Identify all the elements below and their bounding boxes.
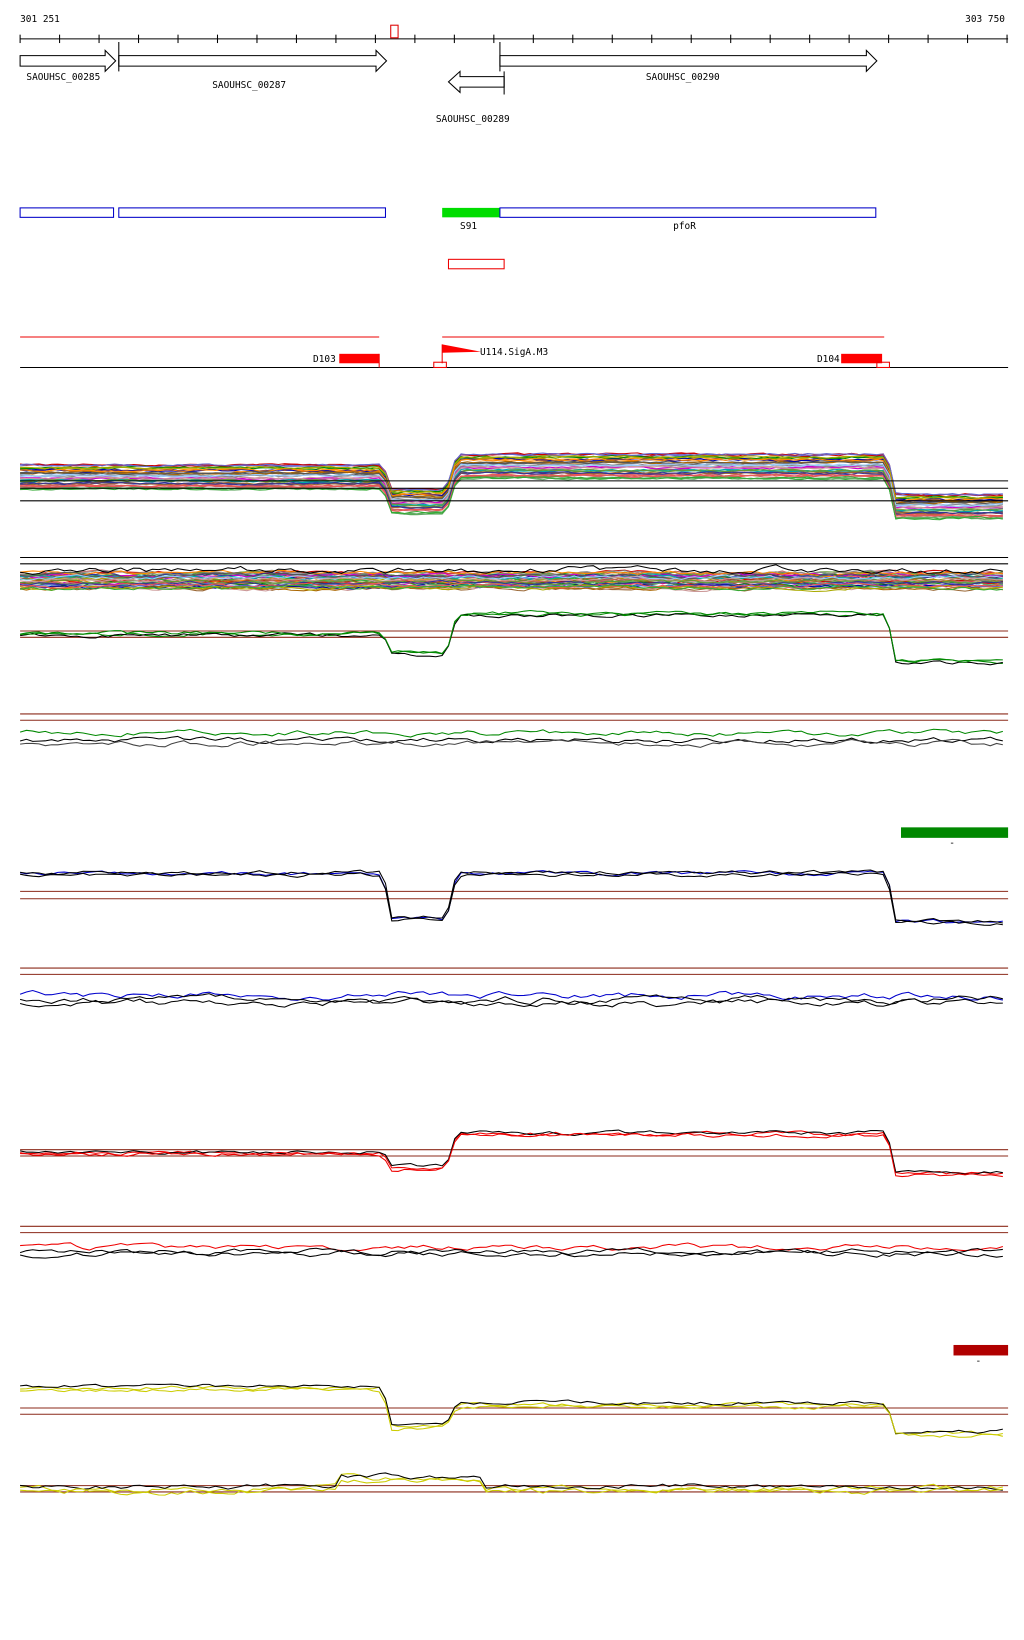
gene-label: SAOUHSC_00287 bbox=[212, 80, 286, 91]
profile-line bbox=[20, 1387, 1003, 1438]
gene-arrow bbox=[447, 70, 505, 94]
profile-line bbox=[20, 460, 1003, 505]
profile-line bbox=[20, 457, 1003, 502]
profile-line bbox=[19, 579, 1003, 588]
ruler-end: 303 750 bbox=[965, 14, 1005, 25]
profile-line bbox=[20, 1383, 1003, 1435]
profile-line bbox=[20, 611, 1003, 664]
profile-line bbox=[20, 872, 1003, 926]
feature bbox=[19, 207, 115, 218]
profile-line bbox=[19, 735, 1003, 744]
profile-line bbox=[20, 452, 1003, 496]
regulator-box bbox=[841, 353, 883, 364]
profile-line bbox=[20, 569, 1003, 578]
regulator-label: U114.SigA.M3 bbox=[480, 347, 548, 358]
feature bbox=[442, 207, 500, 218]
profile-line bbox=[20, 468, 1003, 512]
profile-line bbox=[20, 1385, 1003, 1436]
expression-profiles bbox=[19, 34, 1009, 1496]
regulator-label: D103 bbox=[313, 354, 336, 365]
profile-line bbox=[19, 1248, 1003, 1259]
ruler-start: 301 251 bbox=[20, 14, 60, 25]
profile-line bbox=[20, 1478, 1003, 1496]
condition-bar bbox=[901, 827, 1009, 838]
gene-label: SAOUHSC_00290 bbox=[646, 72, 720, 83]
profile-line bbox=[20, 564, 1003, 575]
feature-label: S91 bbox=[460, 221, 477, 232]
profile-line bbox=[19, 993, 1003, 1006]
profile-line bbox=[20, 584, 1003, 592]
profile-line bbox=[20, 869, 1003, 924]
promoter-flag bbox=[442, 344, 482, 353]
profile-line bbox=[20, 738, 1003, 748]
profile-line bbox=[19, 1129, 1003, 1175]
feature bbox=[447, 258, 505, 270]
profile-line bbox=[20, 473, 1003, 517]
regulator-box bbox=[339, 353, 380, 364]
profile-line bbox=[19, 1247, 1003, 1257]
profile-line bbox=[20, 471, 1003, 515]
gene-arrow bbox=[499, 49, 878, 73]
feature-label: pfoR bbox=[673, 221, 696, 232]
profile-line bbox=[20, 572, 1003, 579]
condition-bar bbox=[953, 1344, 1009, 1356]
profile-line bbox=[20, 582, 1003, 589]
profile-line bbox=[20, 1132, 1003, 1178]
profile-line bbox=[20, 574, 1003, 581]
position-marker bbox=[390, 24, 399, 39]
profile-line bbox=[20, 455, 1003, 499]
feature bbox=[118, 207, 387, 218]
gene-arrow bbox=[19, 49, 117, 73]
condition-marker: - bbox=[976, 1356, 982, 1367]
gene-arrow bbox=[118, 49, 388, 73]
annotation-track: 301 251 303 750 SAOUHSC_00285 SAOUHSC_00… bbox=[19, 14, 1009, 1367]
profile-line bbox=[19, 728, 1003, 738]
gene-label: SAOUHSC_00285 bbox=[26, 72, 100, 83]
profile-line bbox=[20, 1130, 1003, 1175]
profile-line bbox=[20, 576, 1003, 584]
profile-line bbox=[20, 1242, 1004, 1252]
regulator-label: D104 bbox=[817, 354, 840, 365]
profile-line bbox=[19, 997, 1003, 1008]
gene-label: SAOUHSC_00289 bbox=[436, 114, 510, 125]
profile-line bbox=[20, 458, 1003, 502]
condition-marker: - bbox=[949, 838, 955, 849]
profile-line bbox=[20, 1472, 1003, 1491]
feature bbox=[499, 207, 877, 218]
profile-line bbox=[20, 571, 1003, 580]
profile-line bbox=[20, 870, 1003, 924]
profile-line bbox=[20, 463, 1003, 508]
profile-line bbox=[20, 610, 1003, 664]
profile-line bbox=[20, 612, 1003, 666]
profile-line bbox=[20, 465, 1003, 510]
